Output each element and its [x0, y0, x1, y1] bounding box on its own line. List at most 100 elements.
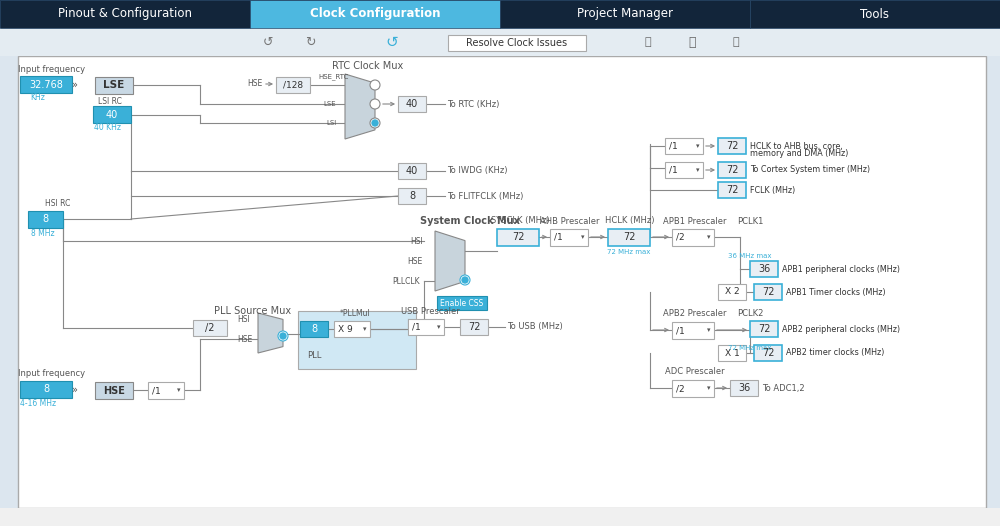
Bar [750, 321, 778, 337]
Circle shape [370, 80, 380, 90]
Text: ▾: ▾ [696, 143, 699, 149]
Bar [0, 28, 1000, 56]
Circle shape [280, 333, 286, 339]
Bar [754, 284, 782, 300]
Text: Project Manager: Project Manager [577, 7, 673, 21]
Text: LSE: LSE [323, 101, 336, 107]
Text: HSE: HSE [247, 79, 262, 88]
Text: *PLLMul: *PLLMul [340, 309, 370, 319]
Text: APB1 Prescaler: APB1 Prescaler [663, 217, 727, 226]
Text: RTC Clock Mux: RTC Clock Mux [332, 61, 404, 71]
Text: X 1: X 1 [725, 349, 739, 358]
Text: PLL: PLL [307, 350, 321, 359]
Bar [298, 311, 416, 369]
Text: To USB (MHz): To USB (MHz) [507, 322, 563, 331]
Polygon shape [435, 231, 465, 291]
Text: Input frequency: Input frequency [18, 66, 86, 75]
Bar [437, 296, 487, 310]
Text: 🔍: 🔍 [733, 37, 739, 47]
Text: LSE: LSE [103, 80, 125, 90]
Bar [672, 380, 714, 397]
Text: 72 MHz max: 72 MHz max [728, 345, 772, 351]
Text: Tools: Tools [860, 7, 890, 21]
Text: ADC Prescaler: ADC Prescaler [665, 368, 725, 377]
Bar [497, 229, 539, 246]
Text: USB Prescaler: USB Prescaler [401, 307, 459, 316]
Bar [750, 0, 1000, 28]
Bar [20, 381, 72, 398]
Circle shape [460, 275, 470, 285]
Text: ▾: ▾ [706, 235, 710, 240]
Bar [718, 138, 746, 154]
Text: 40: 40 [406, 99, 418, 109]
Text: System Clock Mux: System Clock Mux [420, 216, 520, 226]
Text: ▾: ▾ [706, 386, 710, 391]
Text: 8: 8 [43, 385, 49, 394]
Bar [20, 76, 72, 93]
Text: PCLK2: PCLK2 [737, 309, 763, 319]
Text: 72: 72 [623, 232, 635, 242]
Text: FCLK (MHz): FCLK (MHz) [750, 186, 795, 195]
Text: 40: 40 [106, 109, 118, 119]
Text: Clock Configuration: Clock Configuration [310, 7, 440, 21]
Text: 72: 72 [726, 141, 738, 151]
Bar [193, 320, 227, 336]
Text: To Cortex System timer (MHz): To Cortex System timer (MHz) [750, 166, 870, 175]
Text: /1: /1 [554, 233, 563, 242]
Text: To ADC1,2: To ADC1,2 [762, 383, 805, 392]
Bar [718, 345, 746, 361]
Text: HCLK (MHz): HCLK (MHz) [605, 217, 655, 226]
Text: 36: 36 [738, 383, 750, 393]
Text: ▾: ▾ [696, 167, 699, 173]
Text: LSI: LSI [327, 120, 337, 126]
Text: ⤢: ⤢ [688, 35, 696, 48]
Text: HSE: HSE [103, 386, 125, 396]
Text: APB2 Prescaler: APB2 Prescaler [663, 309, 727, 319]
Text: 40: 40 [406, 166, 418, 176]
Text: APB1 Timer clocks (MHz): APB1 Timer clocks (MHz) [786, 288, 886, 297]
Circle shape [370, 118, 380, 128]
Bar [750, 261, 778, 277]
Bar [250, 0, 500, 28]
Text: ▾: ▾ [362, 326, 366, 332]
Text: PLL Source Mux: PLL Source Mux [214, 306, 292, 316]
Text: 4-16 MHz: 4-16 MHz [20, 399, 56, 408]
Text: 72: 72 [726, 185, 738, 195]
Text: LSI RC: LSI RC [98, 96, 122, 106]
Text: /1: /1 [669, 141, 678, 150]
Text: To RTC (KHz): To RTC (KHz) [447, 99, 499, 108]
Text: PCLK1: PCLK1 [737, 217, 763, 226]
Text: 72: 72 [726, 165, 738, 175]
Bar [276, 77, 310, 93]
Bar [672, 322, 714, 339]
Text: Enable CSS: Enable CSS [440, 298, 484, 308]
Text: APB2 timer clocks (MHz): APB2 timer clocks (MHz) [786, 349, 884, 358]
Text: 8: 8 [42, 215, 49, 225]
Text: 72: 72 [762, 287, 774, 297]
Text: 72: 72 [762, 348, 774, 358]
Bar [300, 321, 328, 337]
Bar [398, 188, 426, 204]
Polygon shape [345, 74, 375, 139]
Text: HSE: HSE [237, 335, 252, 343]
Text: 36 MHz max: 36 MHz max [728, 253, 772, 259]
Text: 40 KHz: 40 KHz [94, 124, 120, 133]
Text: www.toymoban.com 网络图片仅供展示，非存储，如有侵权请联系删除。: www.toymoban.com 网络图片仅供展示，非存储，如有侵权请联系删除。 [12, 512, 198, 521]
Text: 8: 8 [311, 324, 317, 334]
Text: APB2 peripheral clocks (MHz): APB2 peripheral clocks (MHz) [782, 325, 900, 333]
Bar [460, 319, 488, 335]
Text: HCLK to AHB bus, core,: HCLK to AHB bus, core, [750, 141, 843, 150]
Bar [0, 508, 1000, 526]
Text: ▾: ▾ [706, 328, 710, 333]
Bar [608, 229, 650, 246]
Bar [398, 163, 426, 179]
Text: To IWDG (KHz): To IWDG (KHz) [447, 167, 508, 176]
Text: Input frequency: Input frequency [18, 369, 86, 379]
Text: /1: /1 [412, 322, 421, 331]
Circle shape [278, 331, 288, 341]
Bar [95, 382, 133, 399]
Bar [0, 0, 1000, 28]
Circle shape [370, 99, 380, 109]
Circle shape [462, 277, 468, 283]
Text: /2: /2 [676, 233, 685, 242]
